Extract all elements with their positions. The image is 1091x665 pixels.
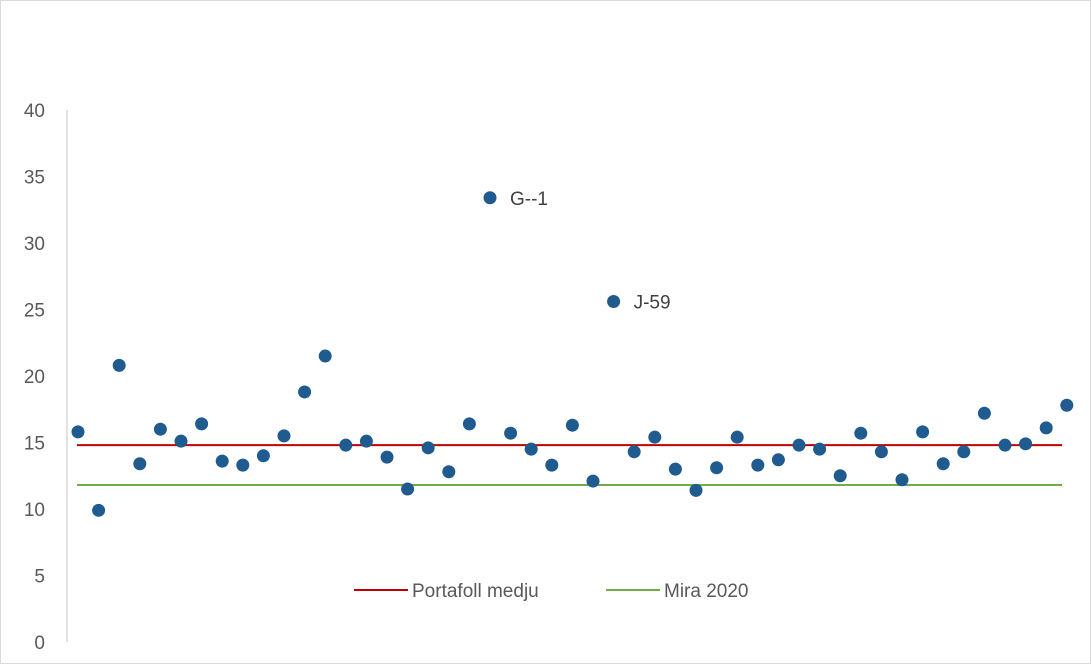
data-point xyxy=(833,469,847,483)
data-point xyxy=(977,406,991,420)
data-point xyxy=(215,454,229,468)
data-point xyxy=(236,458,250,472)
data-point xyxy=(504,426,518,440)
data-point xyxy=(607,295,621,309)
data-point xyxy=(874,445,888,459)
data-point xyxy=(256,449,270,463)
y-tick-label: 0 xyxy=(34,633,45,654)
point-annotations: G--1 J-59 xyxy=(510,189,671,314)
y-tick-label: 20 xyxy=(24,367,45,388)
data-point xyxy=(380,450,394,464)
data-point xyxy=(586,474,600,488)
data-point xyxy=(545,458,559,472)
data-points xyxy=(71,191,1074,517)
data-point xyxy=(442,465,456,479)
data-point xyxy=(359,434,373,448)
legend-label: Portafoll medju xyxy=(412,581,539,602)
data-point xyxy=(668,462,682,476)
data-point xyxy=(895,473,909,487)
legend: Portafoll medju Mira 2020 xyxy=(354,581,749,602)
data-point xyxy=(298,385,312,399)
y-tick-labels: 0 5 10 15 20 25 30 35 40 xyxy=(24,101,45,654)
data-point xyxy=(421,441,435,455)
data-point xyxy=(689,483,703,497)
point-annotation: J-59 xyxy=(634,293,671,314)
data-point xyxy=(957,445,971,459)
data-point xyxy=(565,418,579,432)
y-tick-label: 35 xyxy=(24,168,45,189)
data-point xyxy=(998,438,1012,452)
y-tick-label: 40 xyxy=(24,101,45,122)
data-point xyxy=(730,430,744,444)
y-tick-label: 10 xyxy=(24,500,45,521)
data-point xyxy=(92,503,106,517)
data-point xyxy=(1039,421,1053,435)
y-tick-label: 5 xyxy=(34,567,45,588)
data-point xyxy=(277,429,291,443)
data-point xyxy=(710,461,724,475)
data-point xyxy=(771,453,785,467)
data-point xyxy=(71,425,85,439)
data-point xyxy=(854,426,868,440)
data-point xyxy=(174,434,188,448)
legend-label: Mira 2020 xyxy=(664,581,749,602)
data-point xyxy=(1019,437,1033,451)
data-point xyxy=(627,445,641,459)
y-tick-label: 15 xyxy=(24,434,45,455)
data-point xyxy=(813,442,827,456)
data-point xyxy=(792,438,806,452)
data-point xyxy=(133,457,147,471)
data-point xyxy=(112,358,126,372)
data-point xyxy=(153,422,167,436)
y-tick-label: 30 xyxy=(24,234,45,255)
data-point xyxy=(648,430,662,444)
data-point xyxy=(462,417,476,431)
data-point xyxy=(483,191,497,205)
reference-lines xyxy=(77,444,1062,487)
data-point xyxy=(524,442,538,456)
data-point xyxy=(936,457,950,471)
y-tick-label: 25 xyxy=(24,301,45,322)
data-point xyxy=(751,458,765,472)
data-point xyxy=(339,438,353,452)
data-point xyxy=(401,482,415,496)
data-point xyxy=(318,349,332,363)
data-point xyxy=(916,425,930,439)
data-point xyxy=(195,417,209,431)
data-point xyxy=(1060,398,1074,412)
point-annotation: G--1 xyxy=(510,189,548,210)
